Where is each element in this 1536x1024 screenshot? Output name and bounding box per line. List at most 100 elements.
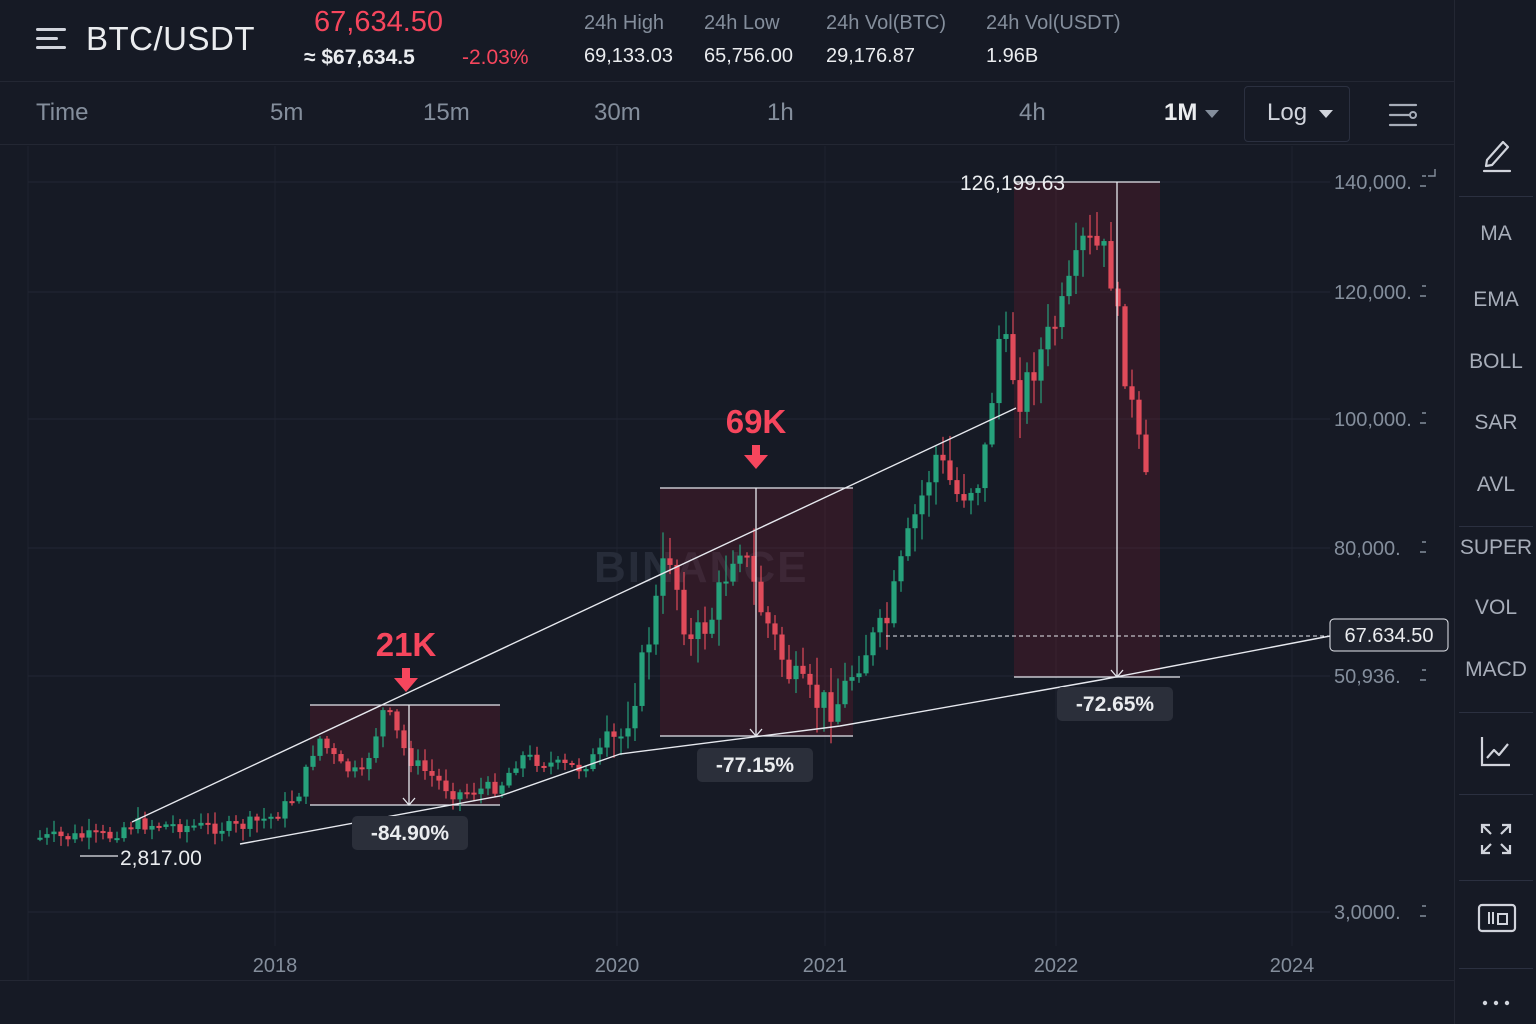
candle-body: [863, 655, 869, 674]
candle: [261, 807, 267, 829]
current-price-tag: [1329, 618, 1449, 652]
stat-24h-low: 24h Low 65,756.00: [704, 12, 793, 68]
candle-body: [219, 830, 225, 834]
candle-body: [464, 792, 470, 795]
candle-body: [1129, 386, 1135, 400]
candle: [198, 813, 204, 829]
candle-body: [786, 659, 792, 680]
scale-dropdown[interactable]: Log: [1244, 86, 1350, 142]
candle-body: [331, 748, 337, 755]
candle-body: [947, 460, 953, 481]
more-icon[interactable]: [1481, 996, 1511, 1010]
tab-30m[interactable]: 30m: [594, 99, 641, 126]
sidebar-divider: [1459, 880, 1533, 881]
draw-tool-icon[interactable]: [1481, 134, 1513, 174]
candle: [625, 701, 631, 749]
candle-body: [471, 792, 477, 795]
candle-body: [625, 728, 631, 737]
candle-body: [142, 818, 148, 830]
candle: [1115, 281, 1121, 316]
candle-body: [968, 492, 974, 501]
candle-body: [1010, 334, 1016, 381]
candle-body: [709, 619, 715, 634]
candle-body: [926, 482, 932, 496]
measure-arrowhead: [1110, 669, 1124, 678]
candle-body: [919, 495, 925, 515]
candle: [933, 446, 939, 505]
candle: [429, 759, 435, 787]
candle-body: [170, 824, 176, 827]
x-tick-label: 2024: [1270, 955, 1315, 977]
trend-lines: [80, 182, 1331, 857]
candle-body: [163, 824, 169, 827]
sidebar-item-sar[interactable]: SAR: [1474, 411, 1518, 434]
candle: [303, 764, 309, 804]
chart-settings-icon[interactable]: [1388, 101, 1418, 129]
candle: [331, 743, 337, 764]
time-label[interactable]: Time: [36, 99, 89, 126]
candle: [1122, 303, 1128, 389]
candle-body: [345, 761, 351, 772]
candle-body: [1031, 372, 1037, 381]
fullscreen-icon[interactable]: [1479, 822, 1513, 856]
sidebar-item-avl[interactable]: AVL: [1476, 473, 1516, 496]
candle-body: [100, 831, 106, 834]
stat-label: 24h Low: [704, 12, 780, 34]
sidebar-item-macd[interactable]: MACD: [1465, 658, 1527, 681]
y-tick-label: 50,936.: [1334, 666, 1401, 688]
candle: [807, 663, 813, 698]
tab-5m[interactable]: 5m: [270, 99, 304, 126]
candle-body: [268, 816, 274, 819]
candle-body: [65, 836, 71, 840]
tab-1h[interactable]: 1h: [767, 99, 794, 126]
candle: [835, 678, 841, 725]
candle: [1066, 260, 1072, 305]
candle: [289, 790, 295, 806]
price-chart[interactable]: BINANCE 140,000. 120,000. 100,000. 80,000. 5…: [0, 146, 1454, 980]
candle: [380, 707, 386, 748]
trading-pair[interactable]: BTC/USDT: [86, 20, 255, 57]
tab-1m-dropdown[interactable]: 1M: [1164, 99, 1220, 127]
candle-body: [233, 821, 239, 824]
candle-body: [737, 555, 743, 564]
candle: [1143, 419, 1149, 475]
sidebar-item-ma[interactable]: MA: [1480, 222, 1512, 245]
candle-body: [107, 831, 113, 839]
sidebar-item-ema[interactable]: EMA: [1473, 288, 1519, 311]
candle: [1038, 337, 1044, 404]
candle: [1129, 369, 1135, 418]
candle-body: [513, 768, 519, 773]
candle: [513, 761, 519, 776]
candle-body: [191, 825, 197, 828]
menu-icon[interactable]: [36, 26, 66, 52]
candles: [37, 212, 1149, 850]
candle-body: [905, 528, 911, 557]
sidebar-item-super[interactable]: SUPER: [1459, 536, 1533, 559]
candle: [870, 627, 876, 666]
candle-body: [989, 403, 995, 445]
candle-body: [450, 791, 456, 800]
calendar-icon[interactable]: [1477, 902, 1517, 934]
candle-body: [674, 564, 680, 590]
sidebar-item-boll[interactable]: BOLL: [1469, 350, 1523, 373]
candle: [744, 552, 750, 568]
tab-4h[interactable]: 4h: [1019, 99, 1046, 126]
candle: [884, 602, 890, 650]
candle: [793, 651, 799, 694]
candle-body: [520, 755, 526, 769]
candle-body: [982, 444, 988, 489]
sidebar-item-vol[interactable]: VOL: [1474, 596, 1518, 619]
candle-body: [156, 825, 162, 828]
axis-corner-mark: [1428, 169, 1436, 177]
candle-body: [289, 801, 295, 804]
candle: [891, 570, 897, 628]
candle: [1052, 315, 1058, 346]
candle-body: [422, 760, 428, 772]
candle-body: [296, 796, 302, 802]
candle: [254, 813, 260, 833]
indicator-chart-icon[interactable]: [1479, 734, 1513, 768]
stat-24h-vol-btc: 24h Vol(BTC) 29,176.87: [826, 12, 946, 68]
peak-arrow-shaft: [402, 668, 410, 678]
tab-15m[interactable]: 15m: [423, 99, 470, 126]
candle: [611, 723, 617, 758]
